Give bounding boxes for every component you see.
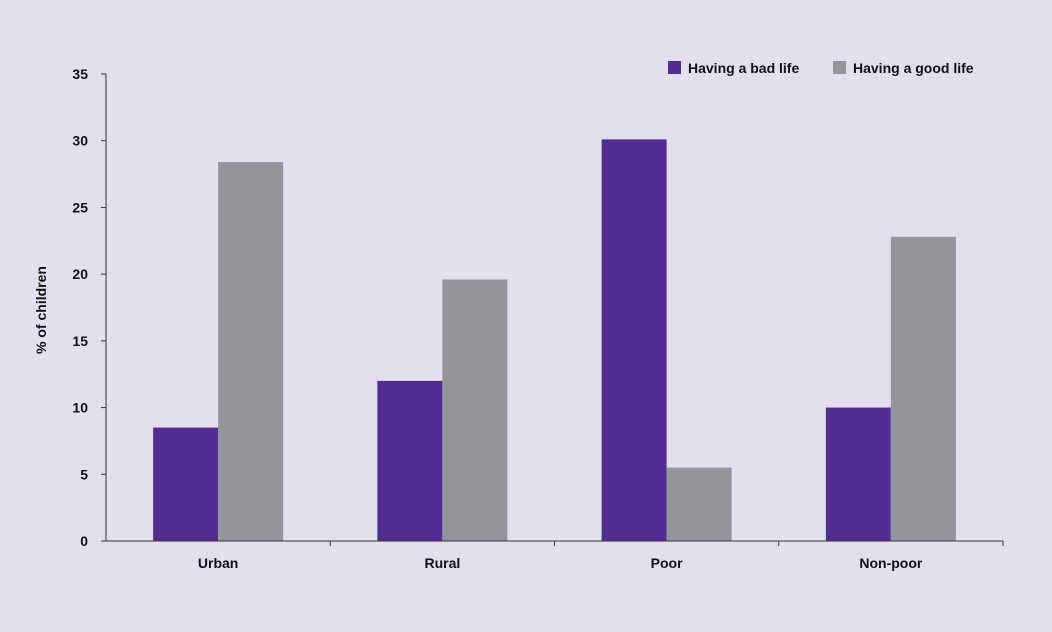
bar-good-life-rural <box>442 279 508 541</box>
x-tick-label: Poor <box>651 555 683 571</box>
legend: Having a bad life Having a good life <box>668 60 974 76</box>
y-axis-title: % of children <box>33 266 49 354</box>
bar-good-life-urban <box>218 162 284 541</box>
bar-bad-life-urban <box>153 427 219 541</box>
legend-label-good-life: Having a good life <box>853 60 974 76</box>
y-tick-label: 10 <box>72 400 88 416</box>
y-axis-ticks: 0 5 10 15 20 25 30 35 <box>72 66 106 549</box>
y-tick-label: 15 <box>72 333 88 349</box>
x-tick-label: Urban <box>198 555 238 571</box>
legend-swatch-good-life <box>833 61 846 74</box>
y-tick-label: 0 <box>80 533 88 549</box>
legend-swatch-bad-life <box>668 61 681 74</box>
y-tick-label: 20 <box>72 266 88 282</box>
x-tick-label: Non-poor <box>859 555 923 571</box>
bar-good-life-poor <box>666 467 732 541</box>
y-tick-label: 25 <box>72 199 88 215</box>
legend-label-bad-life: Having a bad life <box>688 60 799 76</box>
y-tick-label: 30 <box>72 133 88 149</box>
y-tick-label: 35 <box>72 66 88 82</box>
bar-bad-life-poor <box>601 139 667 541</box>
x-axis-ticks: Urban Rural Poor Non-poor <box>198 541 1004 571</box>
x-tick-label: Rural <box>424 555 460 571</box>
y-tick-label: 5 <box>80 466 88 482</box>
bars-group <box>153 139 956 542</box>
bar-bad-life-non-poor <box>825 407 891 541</box>
bar-good-life-non-poor <box>890 236 956 542</box>
bar-bad-life-rural <box>377 380 443 541</box>
